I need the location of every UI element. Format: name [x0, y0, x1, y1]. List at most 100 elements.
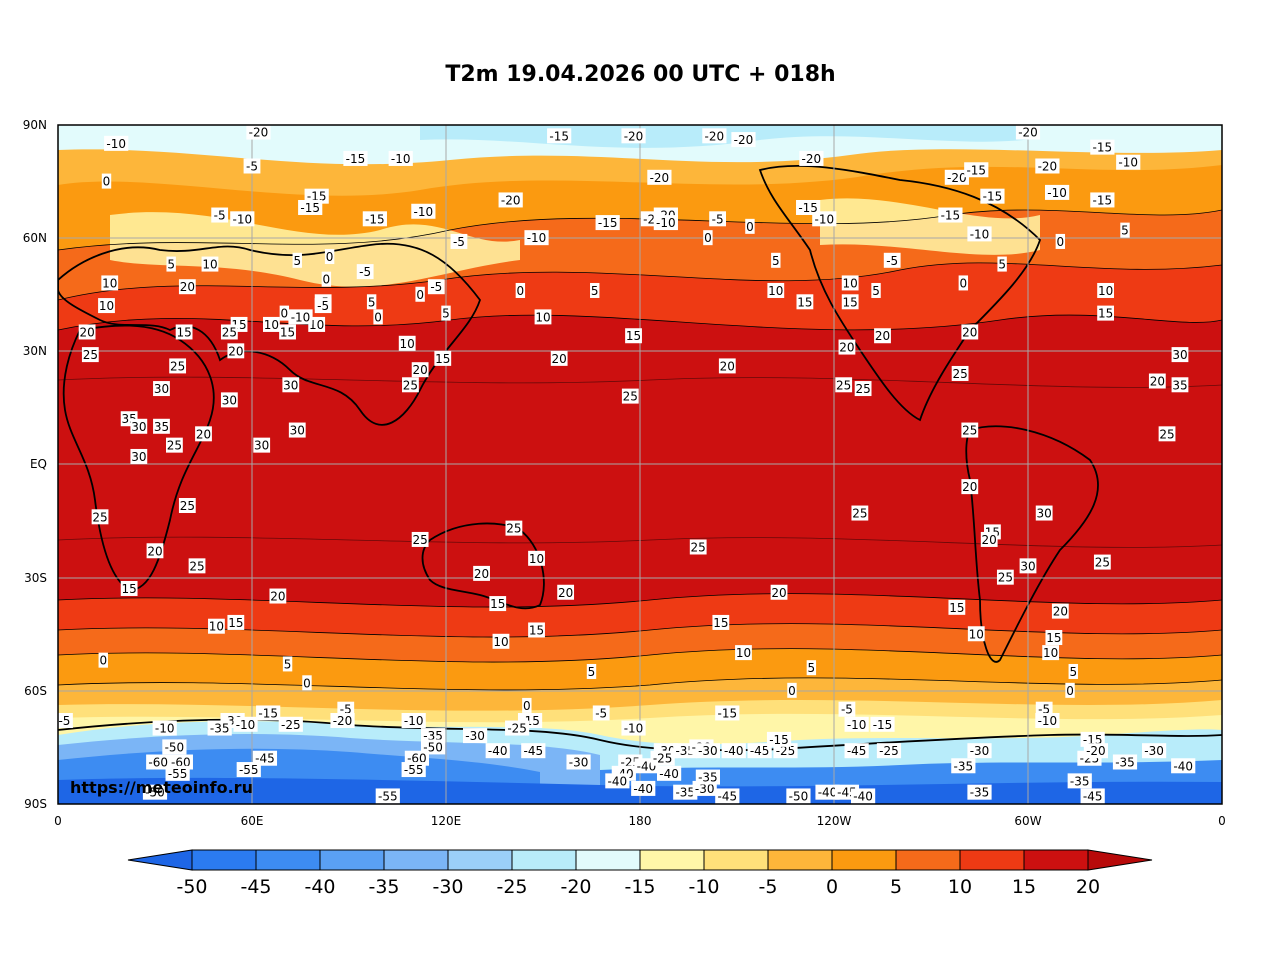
- contour-label: 10: [101, 275, 119, 291]
- contour-label: -15: [938, 207, 963, 223]
- contour-label-text: -20: [1038, 159, 1058, 173]
- colorbar-tick-label: 0: [826, 876, 838, 898]
- contour-labels: -10-20 -15 -20 -20 -20-20-20-15-20 -100-5-15-…: [58, 125, 1196, 804]
- colorbar-swatch: [959, 849, 1025, 871]
- contour-label-text: -35: [210, 722, 230, 736]
- contour-label: 15: [279, 324, 296, 340]
- contour-label-text: 25: [92, 510, 107, 524]
- contour-label: -20: [498, 192, 523, 208]
- contour-label-text: 5: [998, 258, 1006, 272]
- colorbar-tick-label: 20: [1076, 876, 1100, 898]
- contour-label-text: 10: [99, 299, 114, 313]
- contour-label: -5: [211, 207, 229, 223]
- contour-label-text: -20: [947, 171, 967, 185]
- contour-label-text: 35: [154, 420, 169, 434]
- contour-label: -5: [592, 705, 610, 721]
- contour-label-text: 0: [416, 288, 424, 302]
- contour-label: -15: [298, 199, 323, 215]
- contour-label-text: -55: [168, 767, 188, 781]
- contour-label-text: 5: [591, 284, 599, 298]
- contour-label-text: 25: [855, 382, 870, 396]
- colorbar-tick-label: -30: [432, 876, 463, 898]
- contour-label: -10: [524, 230, 549, 246]
- contour-label: 30: [288, 422, 306, 438]
- contour-label-text: 0: [374, 310, 382, 324]
- contour-label: 20: [838, 339, 856, 355]
- contour-label: -10: [844, 716, 869, 732]
- contour-label-text: 25: [403, 378, 418, 392]
- contour-label: 25: [178, 497, 196, 513]
- contour-label: 25: [854, 381, 872, 397]
- contour-label-text: 20: [558, 586, 573, 600]
- contour-label-text: 0: [323, 273, 331, 287]
- contour-label-text: 10: [1098, 284, 1113, 298]
- colorbar-tick-label: -45: [240, 876, 271, 898]
- contour-label-text: 15: [228, 616, 243, 630]
- contour-label-text: 30: [1037, 507, 1052, 521]
- contour-label-text: -35: [1070, 774, 1090, 788]
- contour-label-text: 20: [720, 359, 735, 373]
- contour-label: 35: [1171, 377, 1189, 393]
- contour-label: 5: [292, 252, 302, 268]
- contour-label-text: -5: [886, 254, 898, 268]
- contour-label: 0: [1055, 233, 1066, 249]
- contour-label: -45: [521, 743, 546, 759]
- contour-label-text: -10: [236, 718, 256, 732]
- contour-label: -5: [838, 701, 856, 717]
- contour-label: 5: [366, 294, 377, 310]
- contour-label: 20: [550, 350, 568, 366]
- contour-label: 25: [1158, 426, 1176, 442]
- contour-label: 20: [1051, 603, 1069, 619]
- colorbar-swatch: [639, 849, 705, 871]
- lat-label: 60N: [23, 231, 47, 245]
- contour-label: -15: [964, 162, 989, 178]
- contour-label-text: -25: [281, 718, 301, 732]
- contour-label: -10: [401, 713, 426, 729]
- contour-label: -5: [356, 264, 374, 280]
- contour-label-text: -40: [724, 744, 744, 758]
- contour-label: 25: [220, 324, 238, 340]
- longitude-axis: 0 60E 120E 180 120W 60W 0: [54, 814, 1226, 828]
- contour-label: -15: [343, 150, 368, 166]
- contour-label: -10: [288, 309, 313, 325]
- lat-label: 60S: [24, 684, 47, 698]
- contour-label: -25: [505, 720, 530, 736]
- contour-label: -5: [450, 233, 468, 249]
- lat-label: EQ: [30, 457, 47, 471]
- contour-label: 0: [522, 697, 532, 713]
- contour-label-text: 20: [412, 363, 427, 377]
- contour-label-text: -45: [523, 744, 543, 758]
- colorbar-tick-label: -15: [624, 876, 655, 898]
- contour-label-text: -40: [659, 767, 679, 781]
- contour-label-text: -15: [300, 201, 320, 215]
- lat-label: 90N: [23, 118, 47, 132]
- contour-label: 20: [961, 479, 979, 495]
- colorbar-labels: -50 -45 -40 -35 -30 -25 -20 -15 -10 -5 0 5 10 15 20: [176, 876, 1100, 898]
- contour-label-text: -45: [847, 744, 867, 758]
- contour-label: 20: [146, 543, 164, 559]
- contour-label-text: 35: [1172, 378, 1187, 392]
- contour-label: 30: [130, 448, 148, 464]
- contour-label: -30: [695, 743, 720, 759]
- contour-label-text: 25: [83, 348, 98, 362]
- contour-label: 35: [153, 418, 170, 434]
- contour-label-text: -15: [873, 718, 893, 732]
- contour-label: 30: [282, 377, 300, 393]
- contour-label: 20: [557, 584, 575, 600]
- contour-label-text: 0: [704, 231, 712, 245]
- contour-label: -35: [695, 769, 720, 785]
- contour-label: 25: [505, 520, 523, 536]
- contour-label-text: -45: [1083, 789, 1103, 803]
- colorbar-swatch: [767, 849, 833, 871]
- contour-label-text: 15: [435, 352, 450, 366]
- contour-label-text: 10: [843, 276, 858, 290]
- contour-label: 10: [398, 335, 416, 351]
- contour-label-text: 25: [998, 571, 1013, 585]
- contour-label-text: -15: [1093, 141, 1113, 155]
- contour-label-text: -40: [818, 786, 838, 800]
- contour-label: 10: [98, 298, 115, 314]
- contour-label-text: 25: [506, 522, 521, 536]
- contour-label: 15: [1097, 305, 1114, 321]
- colorbar-swatch: [447, 849, 513, 871]
- contour-label: 30: [1171, 347, 1189, 363]
